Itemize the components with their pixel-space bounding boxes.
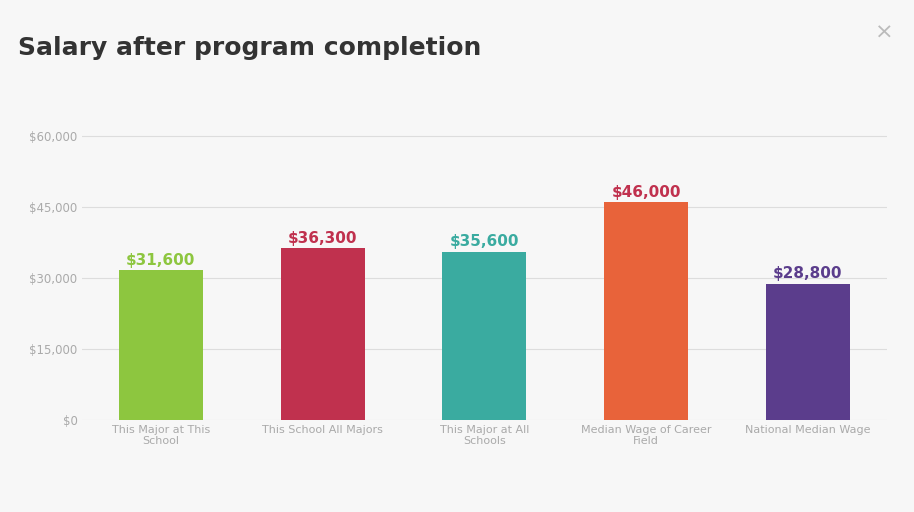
Bar (604, 202, 688, 420)
Text: $31,600: $31,600 (126, 253, 196, 268)
Bar (281, 248, 365, 420)
Text: $35,600: $35,600 (450, 234, 519, 249)
Text: $46,000: $46,000 (611, 185, 681, 200)
Text: $28,800: $28,800 (773, 266, 843, 282)
Bar (766, 284, 850, 420)
Text: ×: × (876, 23, 894, 43)
Bar (119, 270, 203, 420)
Bar (442, 251, 526, 420)
Text: $36,300: $36,300 (288, 231, 357, 246)
Text: Salary after program completion: Salary after program completion (18, 36, 482, 60)
